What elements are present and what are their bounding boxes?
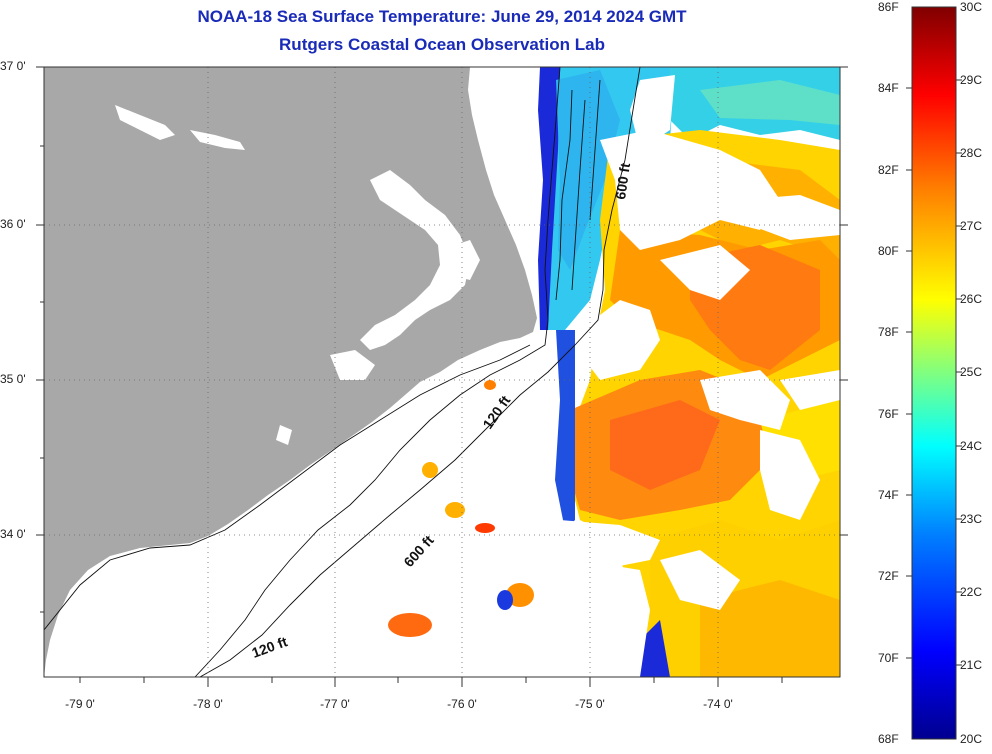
colorbar-f-label: 76F [878,407,899,421]
colorbar-c-label: 28C [960,146,983,160]
map-frame [43,66,841,678]
colorbar-c-label: 22C [960,585,983,599]
colorbar-f-label: 68F [878,732,899,746]
colorbar-f-label: 84F [878,81,899,95]
lon-label: -74 0' [703,697,733,711]
lon-label: -78 0' [193,697,223,711]
graticule [44,67,840,677]
inland-water [115,105,480,445]
colorbar-c-label: 20C [960,732,983,746]
lon-label: -77 0' [320,697,350,711]
cloud-mask-layer [540,75,840,677]
colorbar-c-label: 25C [960,365,983,379]
colorbar-c-label: 30C [960,0,983,14]
map-title: NOAA-18 Sea Surface Temperature: June 29… [197,7,687,26]
colorbar-ticks [906,79,962,666]
colorbar-c-label: 26C [960,292,983,306]
lat-label: 34 0' [0,527,26,541]
lon-label: -76 0' [447,697,477,711]
colorbar-c-label: 21C [960,658,983,672]
colorbar-f-label: 74F [878,488,899,502]
lon-label: -79 0' [65,697,95,711]
colorbar [911,6,957,740]
tick-marks [36,66,848,687]
lat-label: 37 0' [0,59,26,73]
colorbar-c-label: 27C [960,219,983,233]
colorbar-c-label: 29C [960,73,983,87]
colorbar-f-label: 72F [878,569,899,583]
colorbar-c-label: 23C [960,512,983,526]
colorbar-f-label: 78F [878,325,899,339]
lat-label: 35 0' [0,372,26,386]
contour-label: 600 ft [612,162,633,201]
colorbar-f-label: 80F [878,244,899,258]
bathymetry-contours [44,67,641,677]
lon-label: -75 0' [575,697,605,711]
colorbar-f-label: 70F [878,651,899,665]
colorbar-c-label: 24C [960,439,983,453]
colorbar-f-label: 86F [878,0,899,14]
colorbar-f-label: 82F [878,163,899,177]
map-subtitle: Rutgers Coastal Ocean Observation Lab [279,35,605,54]
lat-label: 36 0' [0,217,26,231]
